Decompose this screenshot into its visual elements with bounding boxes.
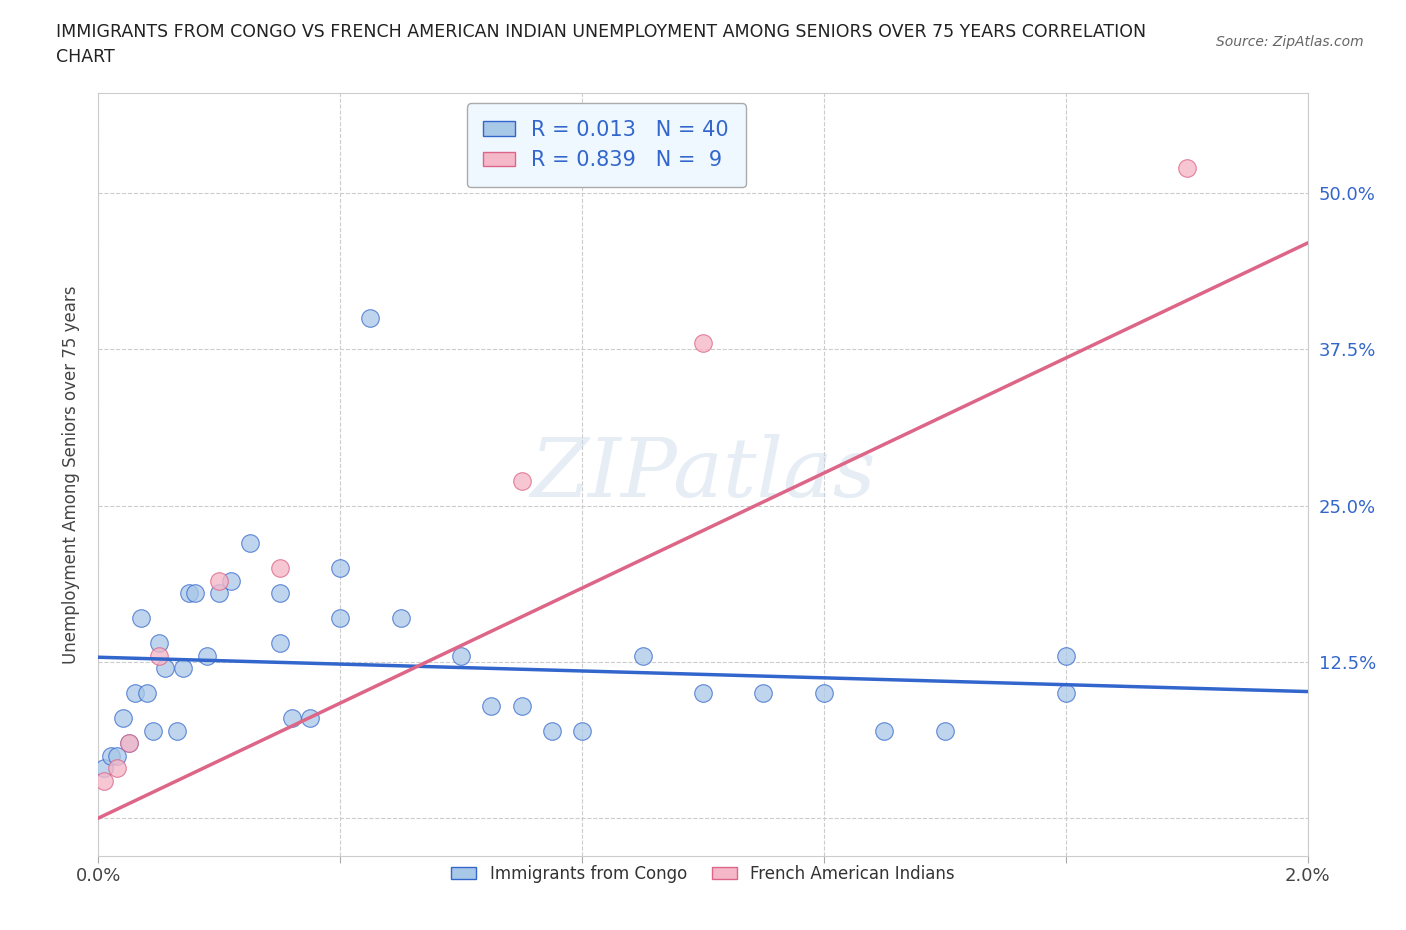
- Point: [934, 724, 956, 738]
- Point: [208, 573, 231, 588]
- Point: [1054, 648, 1077, 663]
- Point: [752, 685, 775, 700]
- Point: [692, 336, 714, 351]
- Point: [269, 561, 291, 576]
- Point: [450, 648, 472, 663]
- Point: [153, 660, 176, 675]
- Point: [129, 611, 152, 626]
- Y-axis label: Unemployment Among Seniors over 75 years: Unemployment Among Seniors over 75 years: [62, 286, 80, 663]
- Point: [631, 648, 654, 663]
- Point: [269, 586, 291, 601]
- Point: [873, 724, 896, 738]
- Point: [813, 685, 835, 700]
- Point: [172, 660, 194, 675]
- Point: [111, 711, 134, 725]
- Point: [1054, 685, 1077, 700]
- Point: [299, 711, 322, 725]
- Point: [239, 536, 262, 551]
- Text: IMMIGRANTS FROM CONGO VS FRENCH AMERICAN INDIAN UNEMPLOYMENT AMONG SENIORS OVER : IMMIGRANTS FROM CONGO VS FRENCH AMERICAN…: [56, 23, 1146, 41]
- Point: [179, 586, 201, 601]
- Point: [360, 311, 382, 325]
- Point: [93, 761, 115, 776]
- Point: [510, 473, 533, 488]
- Point: [100, 748, 122, 763]
- Point: [105, 748, 128, 763]
- Point: [93, 773, 115, 788]
- Point: [269, 635, 291, 650]
- Point: [571, 724, 593, 738]
- Point: [118, 736, 141, 751]
- Point: [208, 586, 231, 601]
- Point: [166, 724, 188, 738]
- Point: [540, 724, 562, 738]
- Point: [221, 573, 243, 588]
- Text: CHART: CHART: [56, 48, 115, 66]
- Point: [389, 611, 412, 626]
- Text: Source: ZipAtlas.com: Source: ZipAtlas.com: [1216, 35, 1364, 49]
- Point: [184, 586, 207, 601]
- Point: [481, 698, 503, 713]
- Point: [105, 761, 128, 776]
- Point: [692, 685, 714, 700]
- Point: [142, 724, 165, 738]
- Text: ZIPatlas: ZIPatlas: [530, 434, 876, 514]
- Point: [195, 648, 218, 663]
- Point: [135, 685, 157, 700]
- Point: [510, 698, 533, 713]
- Point: [118, 736, 141, 751]
- Point: [329, 611, 352, 626]
- Legend: Immigrants from Congo, French American Indians: Immigrants from Congo, French American I…: [444, 857, 962, 889]
- Point: [329, 561, 352, 576]
- Point: [281, 711, 304, 725]
- Point: [124, 685, 146, 700]
- Point: [1175, 161, 1198, 176]
- Point: [148, 635, 170, 650]
- Point: [148, 648, 170, 663]
